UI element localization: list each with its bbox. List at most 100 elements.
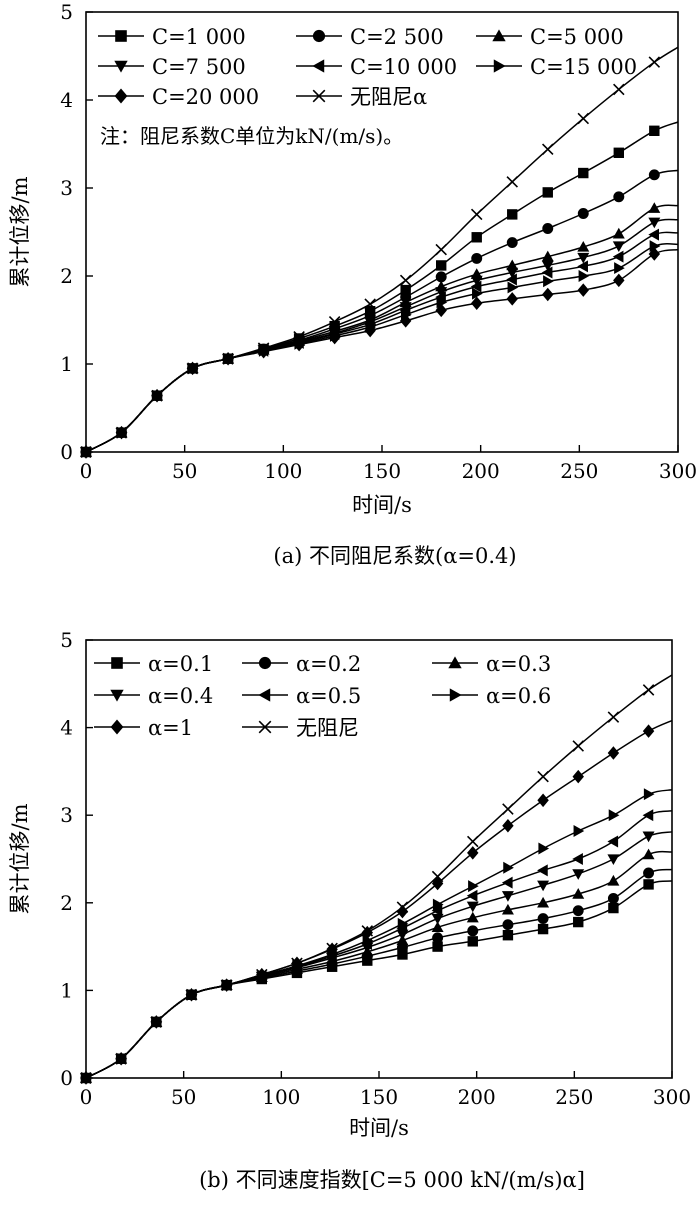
data-point xyxy=(328,330,341,345)
series-a-4 xyxy=(80,228,679,458)
data-point xyxy=(472,287,483,300)
data-point xyxy=(537,923,549,935)
legend-label: α=0.3 xyxy=(486,652,551,676)
data-point xyxy=(501,876,513,889)
data-point xyxy=(396,901,409,913)
series-line xyxy=(85,169,679,453)
data-point xyxy=(501,891,514,902)
data-point xyxy=(435,287,448,298)
data-point xyxy=(614,262,625,275)
legend-item: C=20 000 xyxy=(98,85,259,109)
y-tick-label: 4 xyxy=(60,88,73,112)
data-point xyxy=(577,283,589,297)
series-line xyxy=(85,218,679,453)
y-tick-label: 2 xyxy=(60,264,73,288)
series-group-a xyxy=(80,46,679,459)
data-point xyxy=(432,932,444,944)
data-point xyxy=(578,167,589,179)
data-point xyxy=(432,941,443,952)
data-point xyxy=(257,344,270,359)
data-point xyxy=(502,919,514,931)
series-a-3 xyxy=(80,217,679,458)
x-axis-label-a: 时间/s xyxy=(352,493,412,517)
series-b-7 xyxy=(80,674,673,1084)
legend-item: 无阻尼 xyxy=(242,716,359,740)
x-tick-label: 150 xyxy=(360,1085,398,1109)
data-point xyxy=(466,911,479,923)
data-point xyxy=(399,274,412,287)
legend-label: C=7 500 xyxy=(152,55,246,79)
data-point xyxy=(502,818,514,833)
series-line xyxy=(85,719,673,1079)
data-point xyxy=(643,879,654,890)
legend-marker xyxy=(258,688,271,702)
data-point xyxy=(648,169,660,181)
data-point xyxy=(471,252,483,264)
series-line xyxy=(85,231,679,453)
data-point xyxy=(573,916,584,928)
legend-marker xyxy=(493,59,506,73)
data-point xyxy=(506,237,518,249)
series-line xyxy=(85,810,673,1079)
data-point xyxy=(396,904,409,919)
data-point xyxy=(642,831,655,843)
data-point xyxy=(364,323,376,338)
data-point xyxy=(502,930,514,941)
data-point xyxy=(648,247,661,261)
legend-label: α=0.2 xyxy=(296,652,361,676)
legend-marker xyxy=(114,60,128,73)
data-point xyxy=(471,296,483,311)
data-point xyxy=(399,314,412,328)
data-point xyxy=(436,296,448,309)
series-a-7 xyxy=(80,46,679,458)
data-point xyxy=(397,917,409,930)
y-tick-label: 1 xyxy=(60,352,73,376)
data-point xyxy=(572,769,584,784)
data-point xyxy=(185,989,198,1001)
x-tick-label: 50 xyxy=(172,459,197,483)
series-line xyxy=(85,121,679,453)
data-point xyxy=(643,788,655,801)
data-point xyxy=(577,260,588,273)
data-point xyxy=(572,888,585,899)
data-point xyxy=(612,227,625,239)
data-point xyxy=(293,330,305,343)
data-point xyxy=(400,284,411,296)
data-point xyxy=(431,870,444,883)
data-point xyxy=(607,854,620,865)
x-tick-label: 0 xyxy=(80,1085,93,1109)
data-point xyxy=(607,711,620,723)
data-point xyxy=(115,426,128,439)
y-tick-label: 0 xyxy=(60,440,73,464)
legend-marker xyxy=(312,29,326,43)
series-a-1 xyxy=(80,169,679,458)
data-point xyxy=(362,934,374,947)
data-point xyxy=(397,949,408,960)
legend-item: α=0.6 xyxy=(432,684,551,708)
data-point xyxy=(573,824,585,837)
data-point xyxy=(361,925,374,937)
x-tick-label: 100 xyxy=(262,1085,300,1109)
series-b-6 xyxy=(80,719,673,1085)
legend-marker xyxy=(492,29,506,42)
legend-item: α=0.5 xyxy=(242,684,361,708)
series-b-4 xyxy=(80,809,673,1084)
data-point xyxy=(506,292,518,306)
data-point xyxy=(613,273,625,288)
data-point xyxy=(542,223,554,234)
data-point xyxy=(257,342,270,354)
legend-label: 无阻尼 xyxy=(296,716,359,740)
data-point xyxy=(577,240,590,252)
data-point xyxy=(643,867,655,879)
data-point xyxy=(648,217,661,229)
data-point xyxy=(648,202,661,213)
data-point xyxy=(578,270,590,282)
data-point xyxy=(577,208,589,219)
data-point xyxy=(501,903,514,915)
legend-item: α=0.3 xyxy=(432,652,551,676)
legend-marker xyxy=(312,89,326,103)
legend-marker xyxy=(449,688,462,702)
legend-marker xyxy=(110,719,124,735)
